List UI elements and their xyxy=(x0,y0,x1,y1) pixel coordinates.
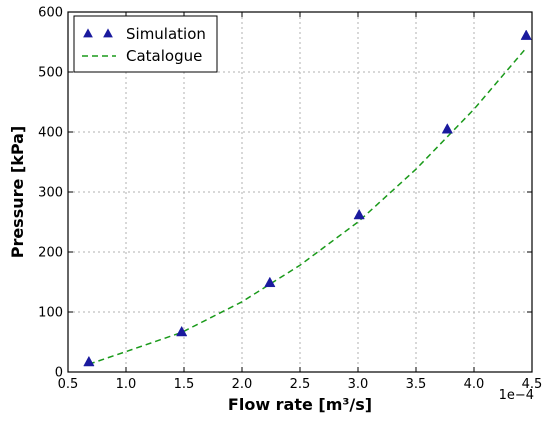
simulation-point xyxy=(441,123,453,134)
legend-simulation-label: Simulation xyxy=(126,25,206,43)
y-tick-label: 500 xyxy=(38,66,63,81)
x-tick-label: 2.5 xyxy=(290,377,311,392)
x-tick-label: 1.0 xyxy=(116,377,137,392)
x-axis-label: Flow rate [m³/s] xyxy=(228,395,372,414)
legend-catalogue-label: Catalogue xyxy=(126,47,202,65)
y-tick-label: 300 xyxy=(38,186,63,201)
series-layer xyxy=(83,29,532,367)
y-axis-label: Pressure [kPa] xyxy=(8,126,27,259)
x-tick-label: 4.5 xyxy=(522,377,543,392)
x-tick-label: 3.5 xyxy=(406,377,427,392)
legend-simulation-triangle xyxy=(103,28,113,38)
catalogue-series-line xyxy=(88,47,527,365)
simulation-point xyxy=(353,208,365,220)
x-offset-label: 1e−4 xyxy=(499,388,534,403)
y-tick-label: 400 xyxy=(38,126,63,141)
legend-box xyxy=(73,15,218,73)
simulation-point xyxy=(176,325,188,337)
y-tick-label: 200 xyxy=(38,246,63,261)
x-tick-label: 2.0 xyxy=(232,377,253,392)
simulation-point xyxy=(264,276,276,288)
legend: Simulation Catalogue xyxy=(73,15,218,73)
y-tick-label: 600 xyxy=(38,6,63,21)
legend-simulation-triangle xyxy=(83,28,93,38)
simulation-point xyxy=(520,29,532,40)
x-tick-label: 1.5 xyxy=(174,377,195,392)
tick-layer: 0.5 1.0 1.5 2.0 2.5 3.0 3.5 4.0 4.5 0 100 200 300 400… xyxy=(38,6,542,393)
simulation-point xyxy=(83,355,95,367)
y-tick-label: 100 xyxy=(38,306,63,321)
legend-simulation-marker xyxy=(83,28,113,38)
x-tick-label: 0.5 xyxy=(58,377,79,392)
x-tick-label: 4.0 xyxy=(464,377,485,392)
x-tick-label: 3.0 xyxy=(348,377,369,392)
y-tick-label: 0 xyxy=(55,366,63,381)
